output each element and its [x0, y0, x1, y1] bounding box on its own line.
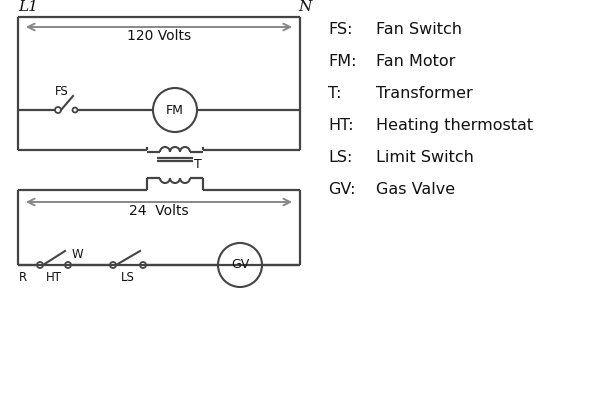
Text: GV:: GV: — [328, 182, 356, 197]
Text: LS: LS — [121, 271, 135, 284]
Text: 24  Volts: 24 Volts — [129, 204, 189, 218]
Text: L1: L1 — [18, 0, 38, 14]
Text: W: W — [72, 248, 84, 261]
Text: Transformer: Transformer — [376, 86, 473, 101]
Text: FS: FS — [55, 85, 69, 98]
Text: GV: GV — [231, 258, 249, 272]
Text: 120 Volts: 120 Volts — [127, 29, 191, 43]
Text: FM: FM — [166, 104, 184, 116]
Text: HT: HT — [46, 271, 62, 284]
Text: HT:: HT: — [328, 118, 353, 133]
Text: FM:: FM: — [328, 54, 356, 69]
Text: N: N — [298, 0, 312, 14]
Text: Fan Motor: Fan Motor — [376, 54, 455, 69]
Text: Gas Valve: Gas Valve — [376, 182, 455, 197]
Text: LS:: LS: — [328, 150, 352, 165]
Text: T: T — [194, 158, 202, 172]
Text: FS:: FS: — [328, 22, 352, 37]
Text: T:: T: — [328, 86, 342, 101]
Text: R: R — [19, 271, 27, 284]
Text: Limit Switch: Limit Switch — [376, 150, 474, 165]
Text: Fan Switch: Fan Switch — [376, 22, 462, 37]
Text: Heating thermostat: Heating thermostat — [376, 118, 533, 133]
